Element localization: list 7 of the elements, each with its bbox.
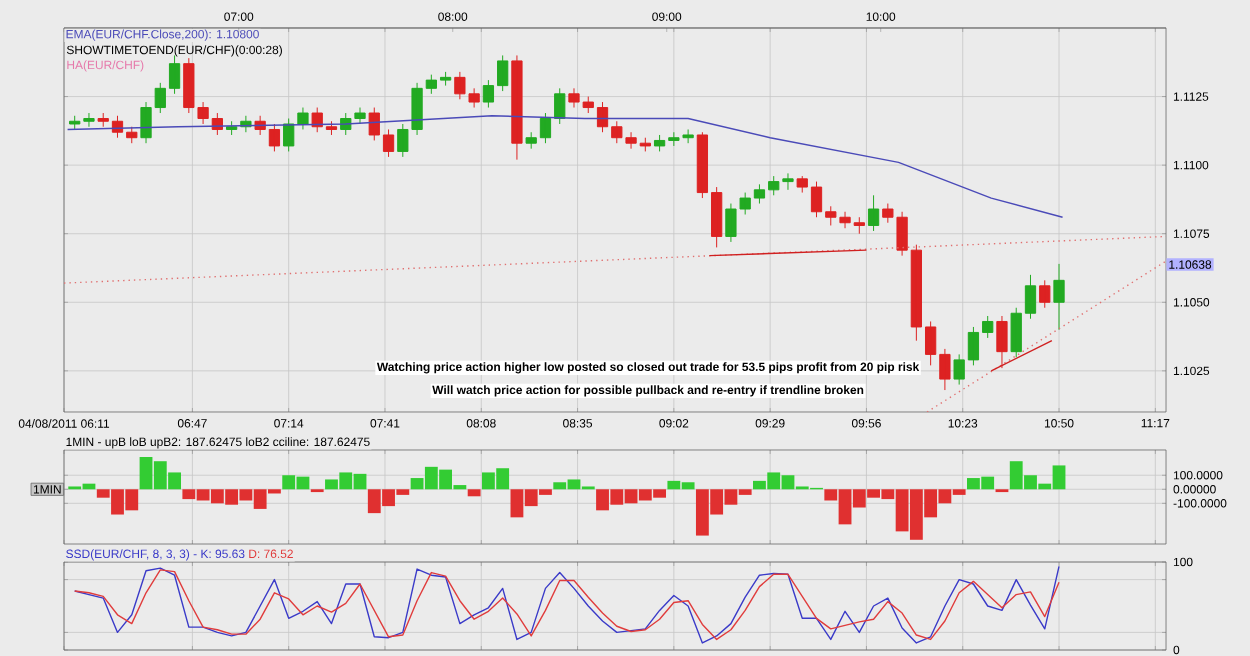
bar [467, 489, 481, 497]
candlestick [996, 315, 1008, 369]
candlestick [511, 54, 523, 161]
line-series [66, 115, 1064, 218]
candlestick [1039, 279, 1051, 309]
candlestick [867, 194, 880, 232]
candlestick [1053, 263, 1065, 331]
